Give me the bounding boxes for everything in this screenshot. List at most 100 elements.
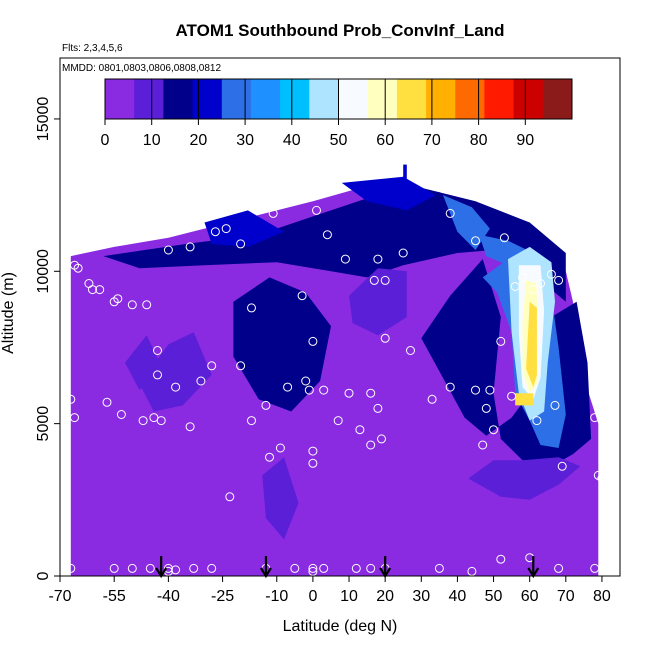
observation-point [312, 205, 321, 215]
observation-point [366, 563, 376, 573]
observation-point [445, 382, 455, 392]
observation-point [153, 346, 162, 355]
observation-point [185, 242, 195, 252]
observation-point [554, 275, 564, 285]
dates-note: MMDD: 0801,0803,0806,0808,0812 [62, 63, 221, 74]
y-axis-title: Altitude (m) [0, 272, 17, 354]
x-tick-label: -70 [48, 588, 71, 605]
observation-point [275, 443, 285, 453]
x-tick-label: -25 [211, 588, 234, 605]
observation-point [536, 279, 545, 288]
y-tick-label: 0 [35, 571, 52, 580]
observation-point [532, 416, 542, 426]
observation-point [116, 410, 126, 419]
colorbar-tick-label: 60 [376, 132, 394, 149]
observation-point [550, 400, 560, 410]
x-tick-label: 0 [308, 588, 317, 605]
observation-point [344, 388, 354, 398]
observation-point [308, 566, 318, 576]
observation-point [333, 416, 343, 426]
observation-point [70, 413, 79, 423]
colorbar-swatch [455, 79, 485, 119]
observation-point [304, 385, 314, 395]
observation-point [95, 285, 105, 295]
observation-point [66, 563, 76, 573]
colorbar-swatch [484, 79, 515, 119]
colorbar-swatch [309, 79, 339, 119]
observation-point [283, 382, 293, 392]
observation-point [351, 563, 361, 573]
observation-point [373, 254, 383, 264]
colorbar-swatch [221, 79, 252, 119]
observation-point [247, 416, 256, 426]
observation-point [518, 272, 527, 282]
observation-point [398, 248, 408, 258]
observation-point [261, 400, 271, 410]
observation-point [171, 382, 181, 392]
observation-point [247, 303, 256, 313]
observation-point [467, 566, 477, 576]
observation-point [102, 397, 112, 407]
y-tick-label: 10000 [35, 249, 52, 294]
observation-point [127, 300, 137, 310]
observation-point [590, 563, 600, 573]
observation-point [301, 376, 311, 386]
x-tick-label: 10 [340, 588, 358, 605]
observation-point [156, 416, 166, 426]
heatmap-region-4 [139, 332, 212, 412]
colorbar-tick-label: 40 [283, 132, 301, 149]
colorbar-tick-label: 20 [190, 132, 208, 149]
observation-point [478, 440, 488, 450]
observation-point [366, 440, 376, 450]
observation-point [73, 263, 83, 273]
colorbar-swatch [396, 79, 427, 119]
x-tick-label: 20 [376, 588, 394, 605]
observation-point [340, 254, 350, 264]
colorbar-tick-label: 30 [236, 132, 254, 149]
x-tick-label: 30 [412, 588, 430, 605]
heatmap-region-2 [468, 457, 581, 500]
chart-title: ATOM1 Southbound Prob_ConvInf_Land [176, 21, 505, 40]
observation-point [308, 458, 318, 468]
heatmap-region-17 [515, 393, 534, 406]
x-tick-label: 60 [521, 588, 539, 605]
colorbar-tick-label: 10 [143, 132, 161, 149]
heatmap-region-3 [233, 277, 331, 412]
observation-point [380, 333, 390, 343]
heatmap-region-8 [204, 210, 284, 247]
observation-point [207, 563, 217, 573]
observation-point [236, 239, 246, 249]
heatmap-field [70, 164, 599, 576]
observation-point [290, 563, 300, 573]
observation-point [265, 452, 274, 462]
x-axis-title: Latitude (deg N) [283, 618, 398, 635]
observation-point [322, 230, 332, 240]
y-tick-label: 15000 [35, 97, 52, 142]
heatmap-region-6 [262, 457, 299, 540]
observation-point [380, 275, 390, 285]
observation-point [355, 425, 365, 435]
observation-point [485, 385, 495, 395]
observation-point [153, 370, 162, 380]
observation-point [597, 474, 607, 483]
x-tick-label: -40 [157, 588, 180, 605]
plot-frame [59, 57, 621, 577]
observation-point [554, 563, 564, 573]
observation-point [142, 300, 152, 310]
observation-point [557, 461, 567, 471]
observation-point [225, 492, 235, 502]
observation-point [308, 446, 318, 456]
flights-note: Flts: 2,3,4,5,6 [62, 43, 123, 54]
observation-point [496, 554, 506, 564]
observation-point [221, 224, 231, 234]
axes: -70 -55 -40 -25 -10 0 10 20 30 40 50 60 70 8005000100… [35, 97, 611, 605]
observation-point [236, 361, 246, 371]
observation-point [308, 336, 318, 346]
colorbar-swatch [367, 79, 398, 119]
colorbar-swatch [280, 79, 310, 119]
observation-point [489, 425, 498, 435]
observation-point [88, 285, 97, 295]
heatmap-region-7 [125, 335, 162, 391]
observation-point [496, 336, 506, 346]
